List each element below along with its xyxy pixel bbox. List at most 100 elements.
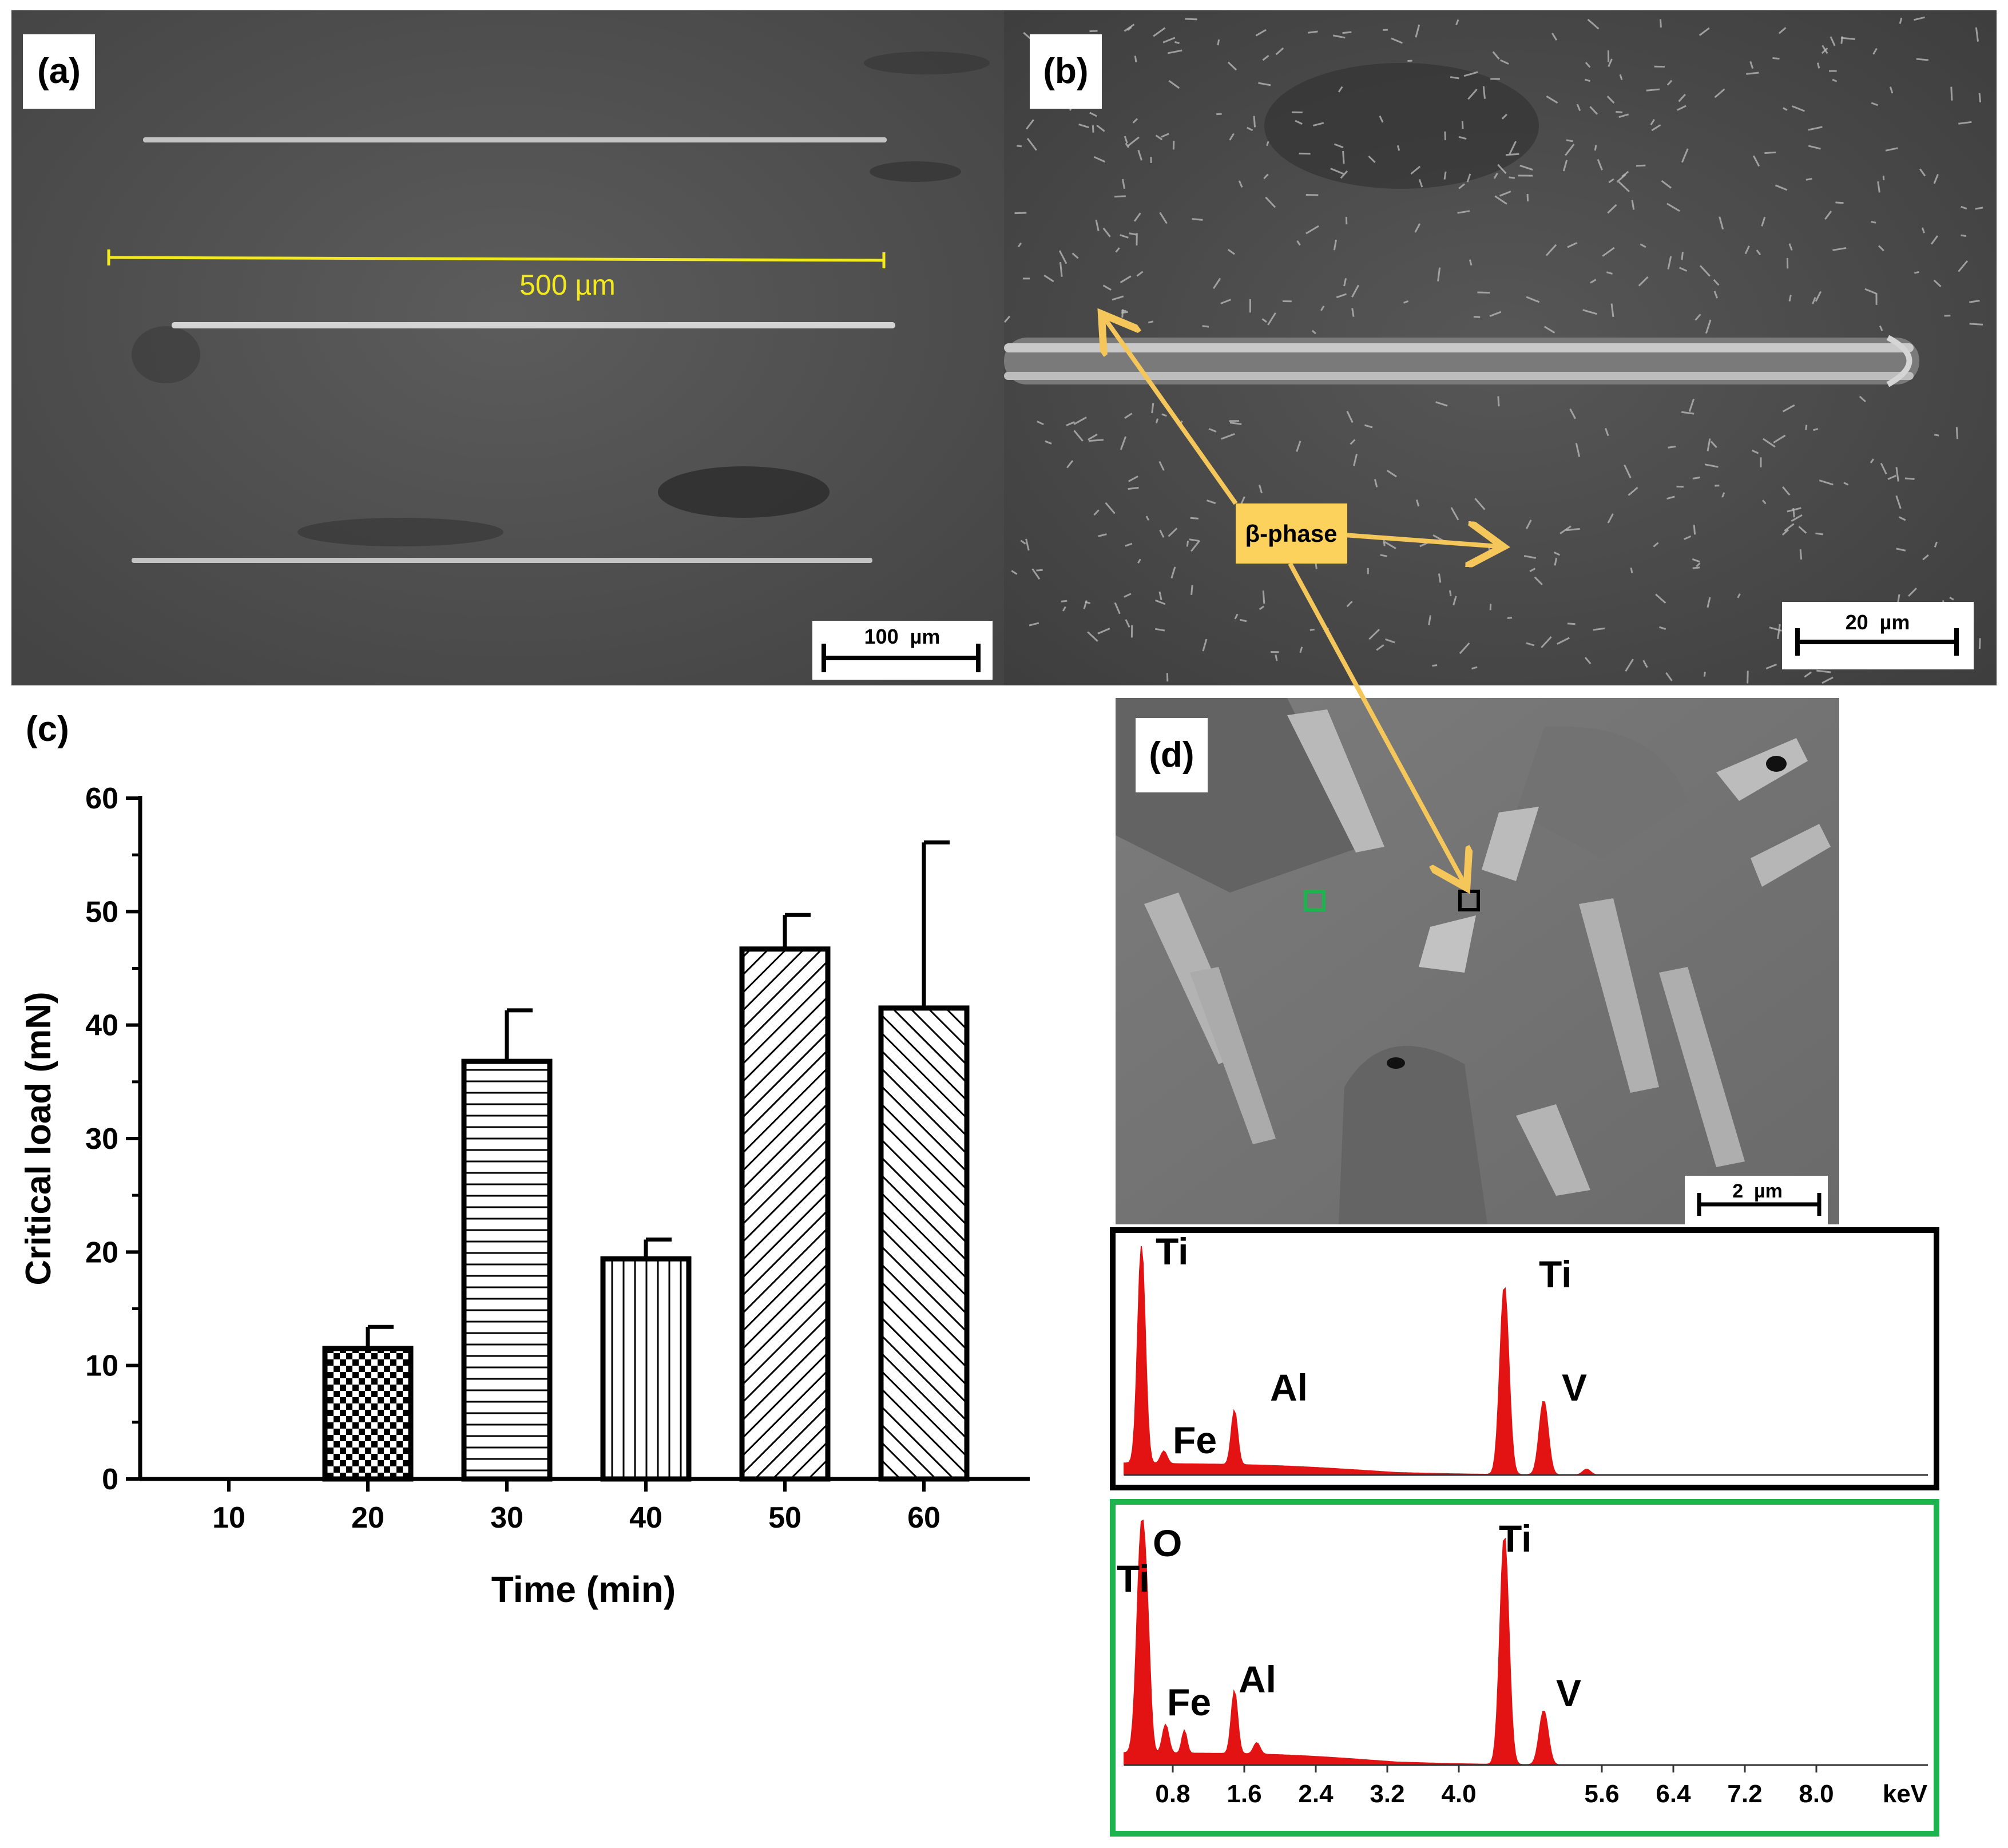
beta-fleck — [1525, 519, 1532, 530]
x-tick-label: 50 — [768, 1501, 801, 1534]
x-tick-label: 40 — [629, 1501, 662, 1534]
edx-peak-label: O — [1153, 1522, 1182, 1564]
beta-fleck — [1089, 439, 1104, 442]
beta-fleck — [1695, 314, 1701, 321]
beta-fleck — [1557, 637, 1570, 645]
x-tick-label: 10 — [212, 1501, 245, 1534]
beta-fleck — [1229, 422, 1242, 425]
beta-fleck — [1444, 131, 1446, 141]
beta-fleck — [1916, 58, 1928, 61]
beta-fleck — [1904, 477, 1915, 480]
beta-fleck — [1410, 165, 1421, 175]
x-axis-label: Time (min) — [491, 1569, 676, 1610]
beta-fleck — [1590, 279, 1597, 284]
beta-fleck — [1773, 434, 1786, 444]
beta-fleck — [1459, 136, 1467, 140]
beta-fleck — [1262, 590, 1265, 604]
beta-fleck — [1095, 219, 1100, 232]
beta-fleck — [1120, 436, 1127, 450]
matrix-selection-box — [1304, 890, 1326, 911]
beta-fleck — [1604, 427, 1609, 437]
beta-fleck — [1630, 567, 1633, 573]
annotation-box — [1236, 503, 1347, 564]
edx-peak-label: Al — [1239, 1658, 1276, 1700]
beta-fleck — [1870, 220, 1876, 224]
beta-fleck — [1880, 462, 1887, 475]
beta-fleck — [1822, 676, 1834, 684]
beta-fleck — [1815, 291, 1822, 302]
scalebar-label: 20 µm — [1846, 610, 1910, 634]
beta-fleck — [1843, 482, 1849, 486]
beta-lamella — [1716, 738, 1808, 801]
beta-fleck — [1161, 413, 1167, 417]
edx-peak-label: Fe — [1167, 1681, 1211, 1723]
beta-fleck — [1585, 78, 1590, 82]
beta-fleck — [1114, 602, 1121, 614]
beta-lamella — [1516, 1104, 1590, 1196]
beta-fleck — [1227, 61, 1237, 71]
beta-fleck — [1782, 404, 1795, 413]
beta-fleck — [1655, 593, 1666, 604]
y-tick-label: 0 — [102, 1463, 118, 1496]
beta-fleck — [1162, 37, 1176, 43]
beta-fleck — [1154, 599, 1166, 605]
beta-fleck — [1453, 596, 1457, 606]
x-tick-label: 60 — [907, 1501, 940, 1534]
beta-fleck — [1073, 417, 1087, 425]
beta-fleck — [1710, 441, 1717, 449]
beta-fleck — [1566, 139, 1573, 142]
beta-fleck — [1120, 275, 1132, 284]
beta-fleck — [1227, 248, 1235, 255]
beta-fleck — [1334, 143, 1344, 149]
pore — [1387, 1057, 1405, 1069]
beta-fleck — [1692, 558, 1700, 563]
beta-fleck — [1529, 568, 1536, 572]
beta-fleck — [1914, 16, 1925, 21]
beta-fleck — [1764, 151, 1776, 154]
beta-fleck — [1093, 509, 1100, 516]
beta-fleck — [1189, 538, 1199, 542]
beta-fleck — [1262, 54, 1269, 61]
beta-fleck — [1471, 666, 1478, 670]
beta-fleck — [1871, 102, 1878, 106]
beta-fleck — [1816, 62, 1820, 69]
beta-fleck — [1608, 58, 1613, 68]
bar — [739, 946, 831, 1482]
beta-fleck — [1541, 636, 1552, 648]
beta-fleck — [1087, 631, 1098, 642]
beta-fleck — [1799, 549, 1803, 560]
edx-axis-tick-label: 7.2 — [1727, 1780, 1762, 1808]
bar — [600, 1256, 692, 1482]
beta-fleck — [1202, 325, 1209, 328]
beta-fleck — [1247, 126, 1253, 132]
beta-fleck — [1832, 247, 1847, 251]
beta-fleck — [1509, 141, 1517, 155]
beta-fleck — [1031, 568, 1041, 580]
beta-fleck — [1778, 27, 1787, 34]
beta-fleck — [1585, 62, 1591, 68]
beta-fleck — [1059, 261, 1063, 277]
scalebar-label: 2 µm — [1732, 1180, 1783, 1202]
beta-fleck — [1396, 145, 1400, 151]
beta-fleck — [1124, 593, 1132, 598]
contamination-spot — [864, 51, 990, 74]
beta-fleck — [1714, 88, 1725, 98]
beta-fleck — [1575, 443, 1581, 457]
beta-fleck — [1509, 176, 1515, 179]
beta-fleck — [1461, 121, 1464, 129]
beta-fleck — [1265, 196, 1276, 208]
measure-label: 500 µm — [519, 269, 616, 301]
beta-fleck — [1026, 138, 1037, 151]
beta-fleck — [1762, 438, 1776, 448]
beta-fleck — [1020, 540, 1026, 545]
y-axis-label: Critical load (mN) — [19, 992, 58, 1285]
beta-fleck — [1658, 626, 1666, 630]
x-tick-label: 20 — [351, 1501, 384, 1534]
beta-fleck — [1466, 173, 1471, 183]
beta-fleck — [1624, 464, 1632, 478]
beta-fleck — [1878, 245, 1884, 252]
beta-fleck — [1114, 195, 1126, 198]
y-tick-label: 60 — [85, 782, 118, 815]
beta-fleck — [1275, 47, 1284, 55]
beta-fleck — [1415, 499, 1420, 507]
